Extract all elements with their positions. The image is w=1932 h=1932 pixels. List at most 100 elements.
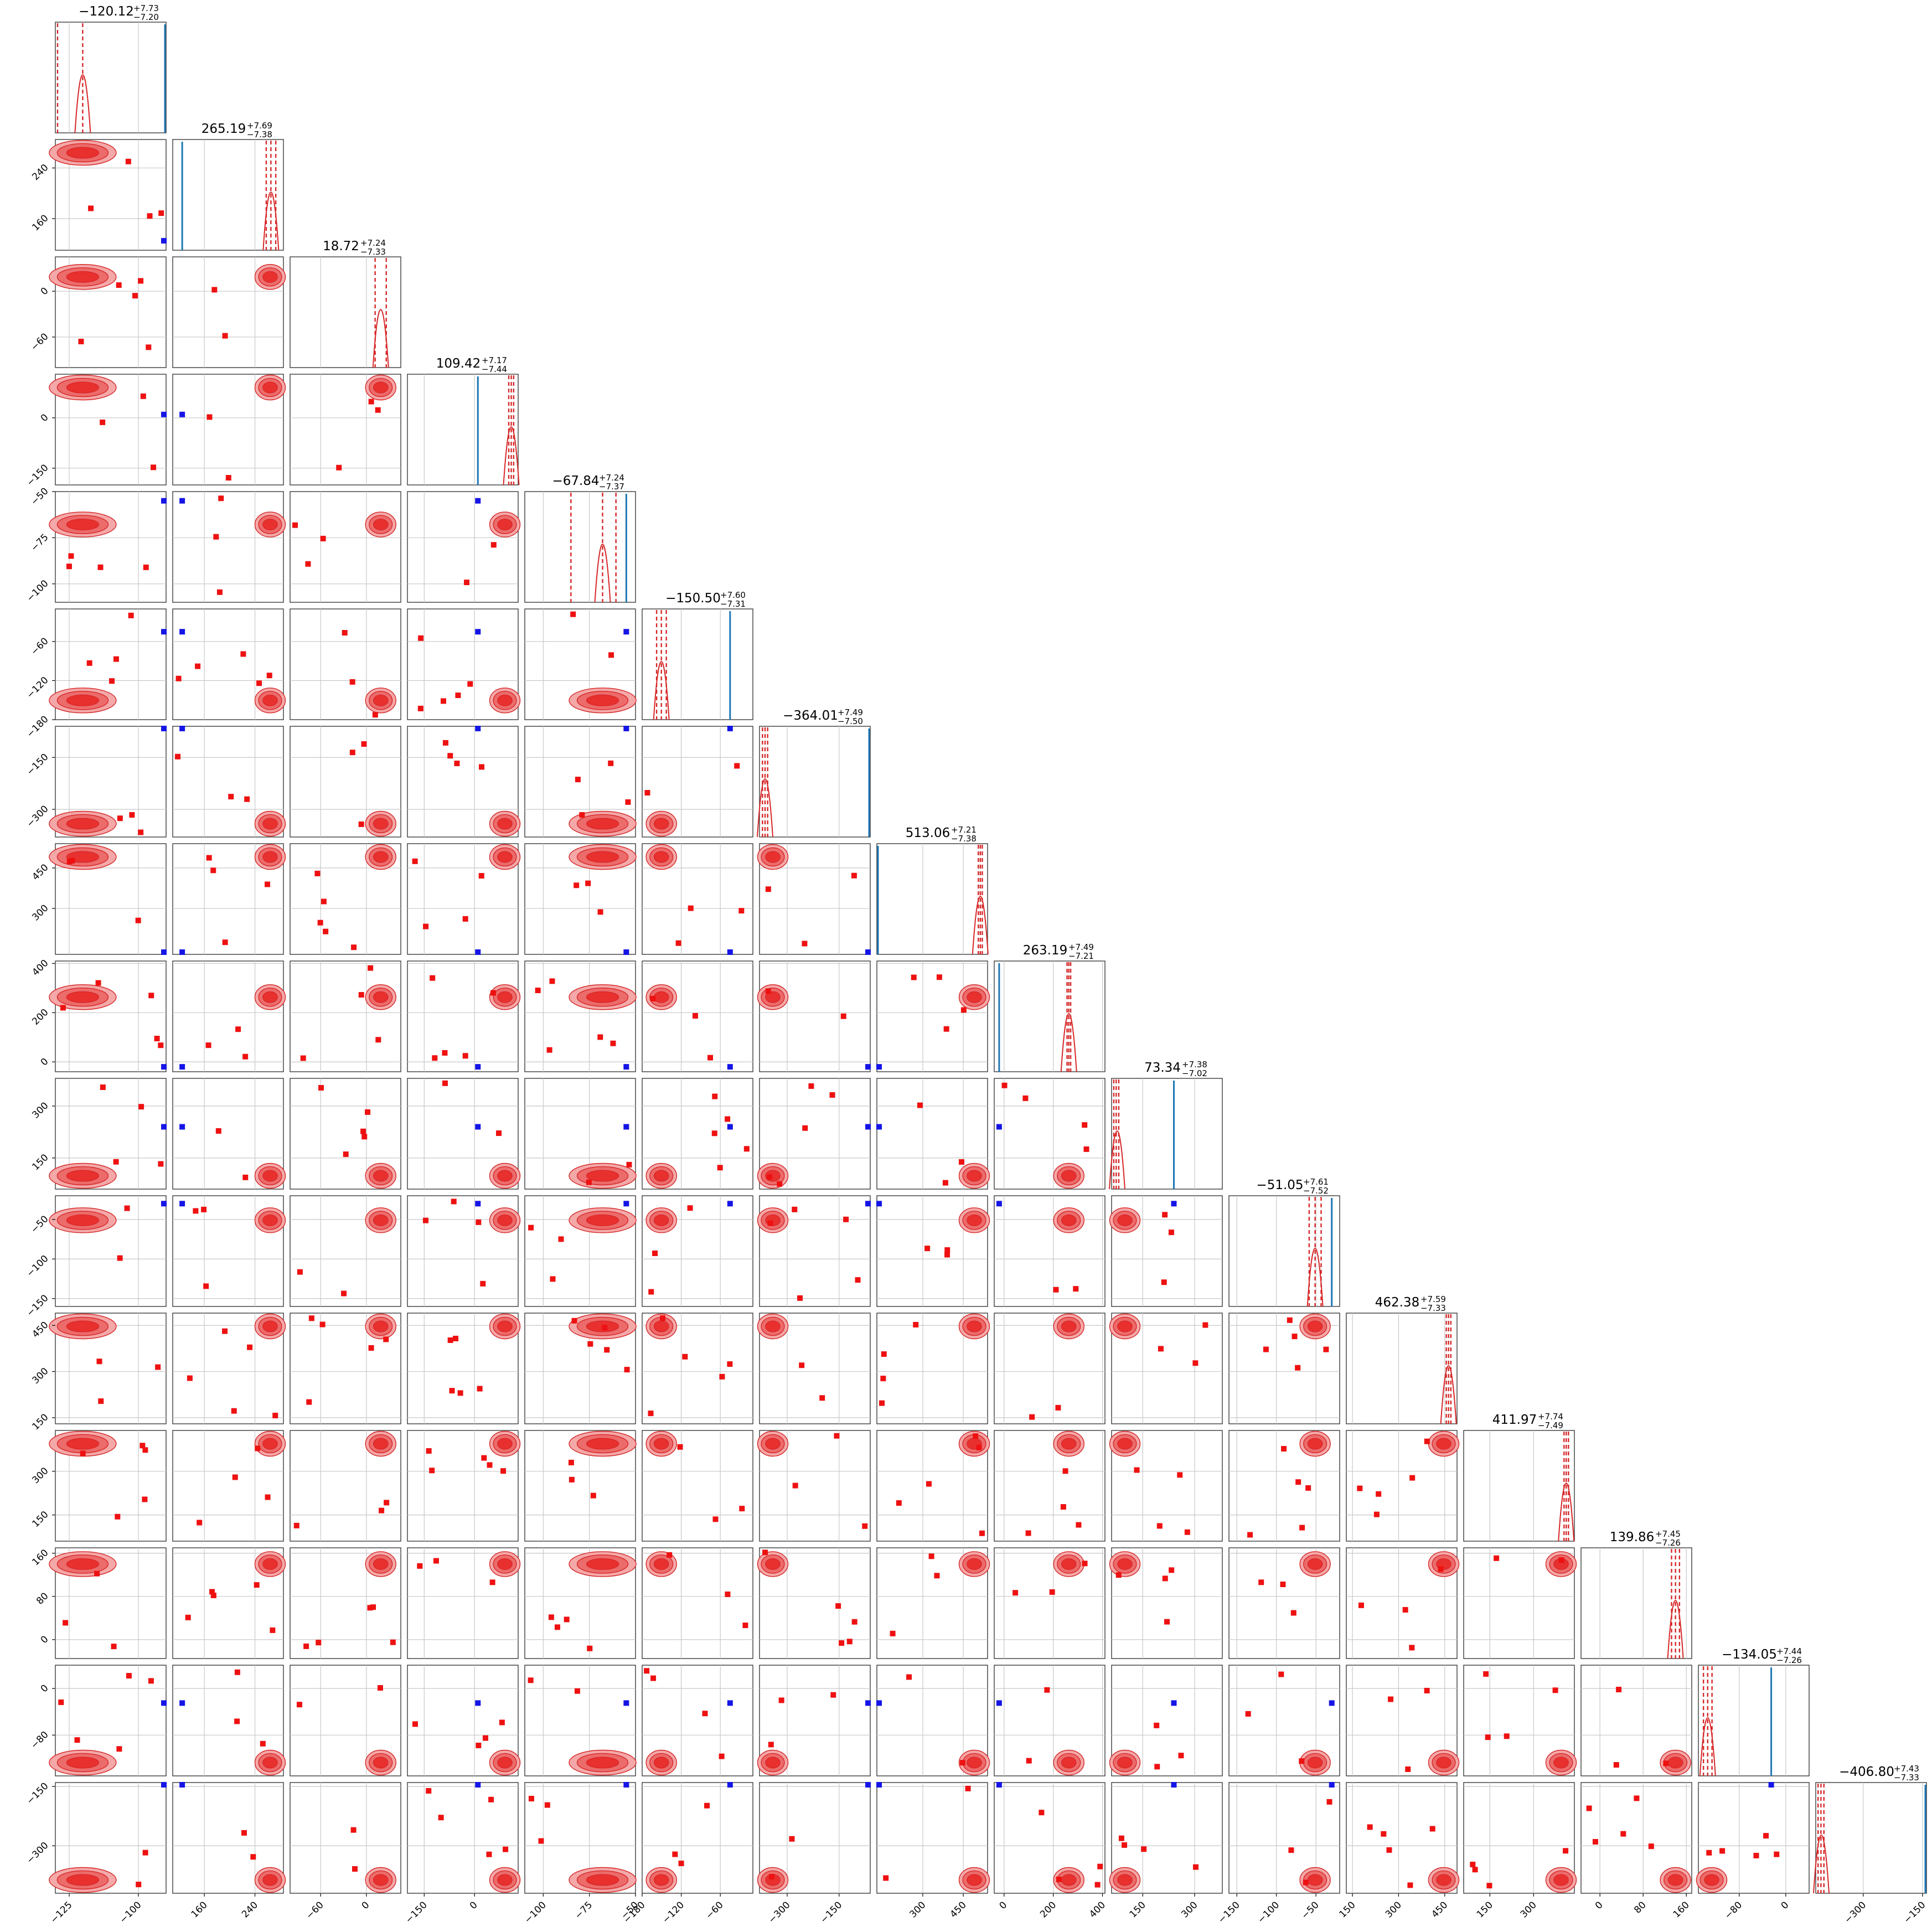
sample-marker [587, 1341, 593, 1347]
panel-frame [290, 960, 401, 1072]
sample-marker [63, 1620, 69, 1626]
contour-inner [66, 1757, 100, 1769]
panel-15-2: −60 0 [290, 1782, 401, 1921]
sample-marker [308, 1315, 314, 1321]
panel-8-2 [290, 960, 401, 1072]
sample-marker [906, 1674, 912, 1680]
sample-marker [1305, 1485, 1311, 1491]
sample-marker [1357, 1485, 1363, 1491]
sample-marker [1438, 1566, 1444, 1572]
sample-marker [1405, 1766, 1411, 1772]
panel-11-0: 150 300 450 [30, 1313, 167, 1432]
sample-marker [303, 1643, 309, 1649]
panel-15-4: −100 −75 −50 [523, 1782, 641, 1926]
param-title: 513.06 [906, 826, 950, 840]
contour-inner [586, 1438, 619, 1450]
sample-marker [712, 1516, 719, 1522]
sample-marker [66, 564, 72, 570]
contour-inner [373, 1214, 389, 1226]
x-tick-label: 160 [189, 1899, 210, 1920]
sample-marker [116, 1746, 122, 1752]
panel-10-0: −150 −100 −50 [24, 1195, 167, 1319]
y-tick-label: 240 [30, 162, 50, 183]
sample-marker [579, 812, 585, 818]
sample-marker [959, 1760, 965, 1766]
sample-marker [297, 1269, 303, 1275]
sample-marker [644, 790, 650, 796]
alt-sample-marker [161, 1064, 167, 1070]
sample-marker [727, 1361, 733, 1367]
panel-8-8: 263.19 +7.49−7.21 [994, 942, 1106, 1072]
panel-13-13: 139.86 +7.45−7.26 [1580, 1529, 1692, 1659]
y-tick-label: 0 [39, 1056, 51, 1068]
panel-frame [876, 960, 988, 1072]
sample-marker [719, 1753, 725, 1759]
sample-marker [911, 974, 917, 980]
panel-15-0: −300 −150 −125 −100 [24, 1781, 167, 1926]
sample-marker [74, 1737, 80, 1743]
panel-12-0: 150 300 [30, 1430, 167, 1542]
sample-marker [843, 1216, 849, 1222]
panel-frame [994, 1430, 1106, 1542]
panel-5-2 [290, 608, 401, 720]
sample-marker [234, 1669, 240, 1675]
panel-frame [1346, 1313, 1458, 1424]
sample-marker [528, 1796, 534, 1802]
sample-marker [1013, 1590, 1019, 1596]
x-tick-label: 200 [1038, 1899, 1058, 1920]
y-tick-label: 0 [39, 285, 51, 297]
panel-13-2 [290, 1547, 401, 1659]
param-title: −134.05 [1722, 1647, 1777, 1662]
sample-marker [1620, 1831, 1626, 1837]
sample-marker [342, 630, 348, 636]
x-tick-label: 240 [240, 1899, 260, 1920]
sample-marker [158, 1042, 164, 1048]
contour-inner [373, 818, 389, 830]
alt-sample-marker [179, 949, 185, 955]
sample-marker [151, 464, 157, 471]
sample-marker [1295, 1479, 1301, 1485]
sample-marker [265, 1494, 271, 1500]
panel-0-0: −120.12 +7.73−7.20 [55, 3, 167, 133]
contour-inner [262, 1874, 278, 1886]
contour-inner [586, 1214, 619, 1226]
sample-marker [808, 1083, 814, 1089]
sample-marker [625, 799, 631, 805]
alt-sample-marker [475, 1782, 481, 1788]
contour-inner [497, 818, 513, 830]
sample-marker [558, 1236, 564, 1242]
param-title: 462.38 [1375, 1295, 1419, 1310]
histogram-curve [653, 661, 670, 720]
sample-marker [1245, 1711, 1251, 1717]
contour-inner [765, 1558, 781, 1570]
param-title: 411.97 [1492, 1413, 1537, 1427]
sample-marker [422, 1217, 428, 1223]
alt-sample-marker [996, 1782, 1002, 1788]
panel-13-1 [172, 1547, 286, 1659]
y-tick-label: 450 [30, 1320, 50, 1340]
contour-inner [1061, 1170, 1077, 1182]
param-title-upper-err: +7.17 [482, 355, 507, 365]
sample-marker [241, 1830, 247, 1836]
y-tick-label: 300 [30, 902, 50, 923]
x-tick-label: −125 [48, 1899, 74, 1925]
alt-sample-marker [475, 949, 481, 955]
param-title: −51.05 [1256, 1178, 1303, 1192]
contour-inner [66, 694, 100, 706]
sample-marker [1367, 1824, 1373, 1830]
panel-3-2 [290, 374, 401, 485]
panel-15-15: −406.80 +7.43−7.33 −300 −150 [1813, 1764, 1928, 1926]
sample-marker [717, 1165, 723, 1171]
sample-marker [855, 1277, 861, 1283]
sample-marker [193, 1208, 199, 1214]
panel-frame [1580, 1547, 1692, 1659]
histogram-curve [262, 192, 280, 251]
contour-inner [262, 1214, 278, 1226]
sample-marker [390, 1639, 396, 1645]
sample-marker [360, 1128, 366, 1134]
contour-inner [653, 1438, 669, 1450]
sample-marker [117, 1255, 123, 1261]
param-title-upper-err: +7.49 [838, 707, 863, 717]
sample-marker [430, 975, 436, 981]
